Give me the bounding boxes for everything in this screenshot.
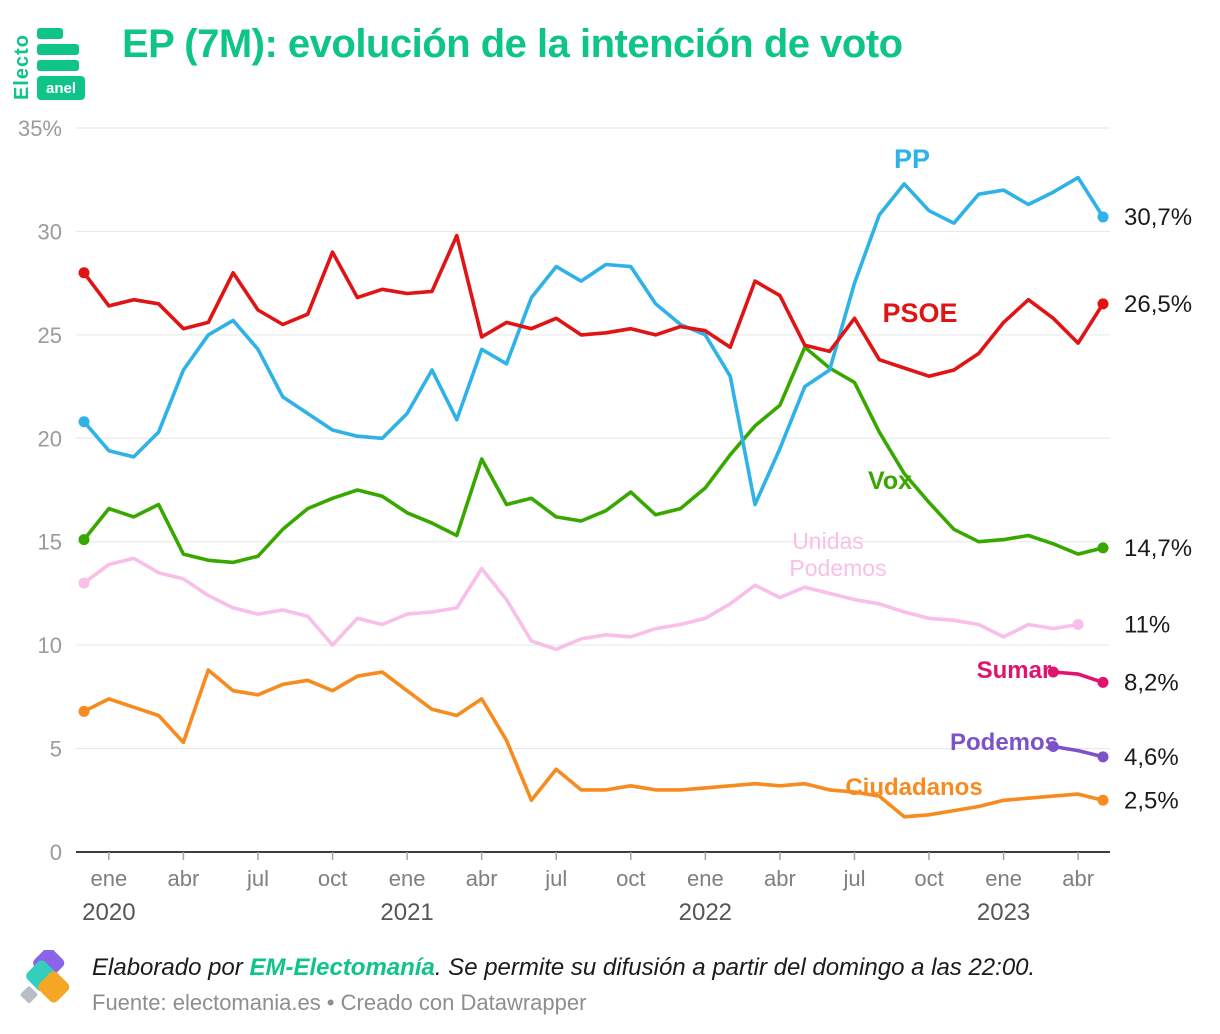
series-start-dot [78,416,90,428]
x-axis-month-label: jul [842,866,865,891]
series-line-unidas-podemos [82,556,1080,652]
y-axis-label: 0 [50,840,62,865]
page-title: EP (7M): evolución de la intención de vo… [122,22,903,66]
series-line-pp [82,175,1105,507]
y-axis-label: 20 [38,426,62,451]
x-axis-year-label: 2023 [977,899,1030,926]
series-line-sumar [1051,670,1105,685]
x-axis-month-label: ene [985,866,1022,891]
series-end-dot [1097,751,1109,763]
x-axis-month-label: ene [687,866,724,891]
series-end-dot [1097,794,1109,806]
attribution-prefix: Elaborado por [92,954,250,981]
series-line-podemos [1051,744,1105,759]
logo-bar [37,44,79,55]
x-axis-month-label: jul [246,866,269,891]
logo-anel-text: anel [37,76,85,100]
series-end-dot [1097,676,1109,688]
series-annotation-psoe: PSOE [882,298,957,328]
y-axis-label: 30 [38,219,62,244]
series-start-dot [78,267,90,279]
x-axis-month-label: abr [168,866,200,891]
x-axis-month-label: oct [616,866,645,891]
series-end-value-label: 11% [1124,611,1170,638]
y-axis-label: 35% [18,116,62,141]
x-axis-year-label: 2022 [679,899,732,926]
series-line-vox [82,345,1105,565]
series-start-dot [78,705,90,717]
series-end-value-label: 8,2% [1124,669,1179,696]
series-start-dot [1047,741,1059,753]
series-start-dot [1047,666,1059,678]
series-annotation-pp: PP [894,144,930,174]
logo-bar [37,28,63,39]
logo-vertical-text: Electo [11,33,33,100]
series-annotation-podemos: Podemos [950,729,1058,756]
x-axis-month-label: abr [466,866,498,891]
series-line-ciudadanos [82,668,1105,819]
series-line-psoe [82,233,1105,378]
electopanel-logo: Electo anel [11,8,85,100]
series-end-value-label: 30,7% [1124,204,1192,231]
attribution-line: Elaborado por EM-Electomanía. Se permite… [92,954,1035,982]
series-end-dot [1097,542,1109,554]
attribution-suffix: . Se permite su difusión a partir del do… [434,954,1036,981]
brand-name: EM-Electomanía [249,954,435,981]
series-end-value-label: 2,5% [1124,787,1179,814]
y-axis-label: 5 [50,737,62,762]
series-annotation-podemos: Podemos [789,555,886,581]
y-axis-label: 10 [38,633,62,658]
x-axis-month-label: ene [90,866,127,891]
footer-text: Elaborado por EM-Electomanía. Se permite… [92,950,1035,1016]
series-end-dot [1097,298,1109,310]
series-annotation-unidas: Unidas [792,528,864,554]
footer: Elaborado por EM-Electomanía. Se permite… [20,950,1035,1016]
series-end-dot [1072,618,1084,630]
series-end-value-label: 4,6% [1124,744,1179,771]
x-axis-month-label: ene [389,866,426,891]
y-axis-label: 15 [38,530,62,555]
x-axis-month-label: abr [764,866,796,891]
x-axis-month-label: oct [914,866,943,891]
series-end-value-label: 14,7% [1124,535,1192,562]
series-start-dot [78,534,90,546]
x-axis-year-label: 2020 [82,899,135,926]
y-axis-label: 25 [38,323,62,348]
x-axis-month-label: oct [318,866,347,891]
electomania-pencil-logo [20,950,70,1004]
logo-bar [37,60,79,71]
logo-bars: anel [37,28,85,100]
header: Electo anel [11,8,85,100]
series-end-dot [1097,211,1109,223]
series-annotation-ciudadanos: Ciudadanos [845,774,982,801]
series-annotation-vox: Vox [868,467,912,495]
x-axis-year-label: 2021 [380,899,433,926]
series-end-value-label: 26,5% [1124,291,1192,318]
series-annotation-sumar: Sumar [977,657,1052,684]
x-axis-month-label: jul [544,866,567,891]
series-start-dot [78,577,90,589]
source-line: Fuente: electomania.es • Creado con Data… [92,990,587,1015]
x-axis-month-label: abr [1062,866,1094,891]
